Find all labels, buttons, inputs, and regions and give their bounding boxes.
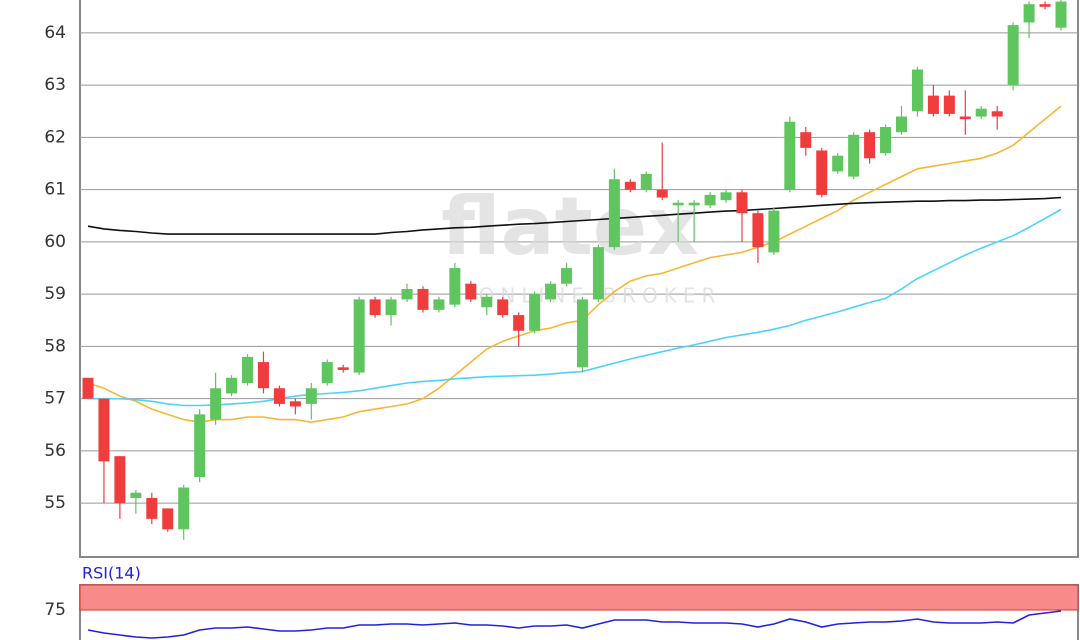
y-tick-label: 55 [44, 493, 66, 513]
candle-body [481, 296, 493, 308]
candle-body [497, 299, 509, 316]
candle-body [688, 202, 700, 206]
candle-body [194, 414, 206, 478]
candle-body [401, 288, 413, 300]
plot-frame [79, 0, 1079, 558]
candle-body [959, 116, 971, 120]
y-tick-label: 57 [44, 389, 66, 409]
candle-body [353, 299, 365, 373]
candle-body [991, 111, 1003, 117]
candle-body [449, 268, 461, 305]
candle-body [114, 456, 126, 504]
candle-body [162, 508, 174, 530]
candle-body [529, 294, 541, 331]
candle-body [545, 283, 557, 300]
candle-body [816, 150, 828, 195]
candle-body [832, 155, 844, 172]
y-tick-label: 63 [44, 75, 66, 95]
y-tick-label: 75 [44, 600, 66, 620]
candle-body [1023, 4, 1035, 23]
candle-body [369, 299, 381, 316]
candle-body [720, 192, 732, 201]
candle-body [1007, 25, 1019, 86]
candle-body [864, 132, 876, 159]
candle-body [242, 356, 254, 384]
candle-body [975, 108, 987, 117]
candle-body [98, 398, 110, 462]
candle-body [561, 268, 573, 284]
candle-body [289, 401, 301, 407]
y-tick-label: 58 [44, 336, 66, 356]
candle-body [943, 95, 955, 114]
candle-body [513, 315, 525, 331]
candle-body [465, 283, 477, 300]
indicator-line [87, 105, 1062, 424]
candle-body [927, 95, 939, 114]
y-tick-label: 60 [44, 232, 66, 252]
candle-body [800, 132, 812, 148]
y-tick-label: 61 [44, 180, 66, 200]
candle-body [784, 121, 796, 190]
candle-body [130, 492, 142, 498]
y-tick-label: 56 [44, 441, 66, 461]
rsi-title: RSI(14) [82, 564, 141, 583]
candle-body [656, 189, 668, 198]
candle-body [672, 202, 684, 206]
candle-body [608, 179, 620, 248]
candle-body [178, 487, 190, 530]
y-tick-label: 59 [44, 284, 66, 304]
candle-body [624, 181, 636, 190]
candle-body [146, 497, 158, 519]
candle-body [1039, 4, 1051, 7]
candle-body [321, 362, 333, 384]
candle-body [576, 299, 588, 368]
y-tick-label: 64 [44, 23, 66, 43]
candle-body [640, 173, 652, 190]
candle-body [880, 126, 892, 154]
candle-body [337, 367, 349, 370]
candle-body [848, 134, 860, 177]
candle-body [895, 116, 907, 133]
candle-body [305, 388, 317, 404]
indicator-line [87, 610, 1062, 639]
candle-body [385, 299, 397, 316]
y-tick-label: 62 [44, 127, 66, 147]
candle-body [752, 213, 764, 248]
candle-body [82, 377, 94, 399]
candle-body [911, 69, 923, 112]
candle-body [1055, 1, 1067, 28]
candle-body [417, 288, 429, 310]
candle-body [210, 388, 222, 420]
overbought-band [79, 584, 1079, 611]
candle-body [257, 362, 269, 389]
candle-body [736, 192, 748, 214]
candle-body [433, 299, 445, 310]
candle-body [273, 388, 285, 404]
candle-body [768, 210, 780, 253]
candle-body [704, 194, 716, 206]
candle-body [226, 377, 238, 394]
indicator-line [87, 196, 1062, 235]
indicator-line [88, 208, 1062, 407]
candle-body [592, 247, 604, 300]
